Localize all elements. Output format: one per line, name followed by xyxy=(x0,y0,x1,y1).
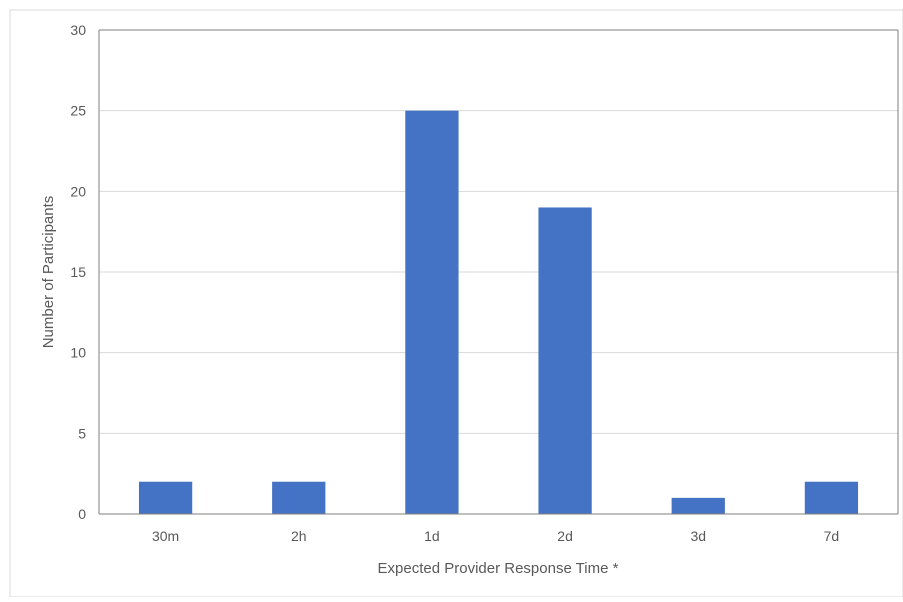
tick-labels: 0 5 10 15 20 25 30 30m 2h 1d 2d 3d 7d xyxy=(70,22,839,544)
bars xyxy=(138,110,859,515)
x-tick-label: 7d xyxy=(824,528,840,544)
y-tick-label: 30 xyxy=(70,22,86,38)
x-axis-label: Expected Provider Response Time * xyxy=(378,560,619,577)
bar-7d xyxy=(804,481,859,514)
bar-2h xyxy=(272,481,326,514)
bar-30m xyxy=(138,481,193,514)
y-axis-label: Number of Participants xyxy=(40,196,57,349)
bar-2d xyxy=(538,207,592,514)
x-tick-label: 2d xyxy=(557,528,573,544)
x-tick-label: 1d xyxy=(424,528,440,544)
y-tick-label: 5 xyxy=(78,425,86,441)
axes xyxy=(98,29,899,515)
bar-1d xyxy=(405,110,459,515)
bar-3d xyxy=(671,497,725,514)
x-tick-label: 2h xyxy=(291,528,307,544)
y-tick-label: 10 xyxy=(70,345,86,361)
y-tick-label: 15 xyxy=(70,264,86,280)
y-tick-label: 25 xyxy=(70,103,86,119)
x-tick-label: 30m xyxy=(152,528,179,544)
x-tick-label: 3d xyxy=(690,528,706,544)
y-tick-label: 20 xyxy=(70,183,86,199)
y-tick-label: 0 xyxy=(78,506,86,522)
